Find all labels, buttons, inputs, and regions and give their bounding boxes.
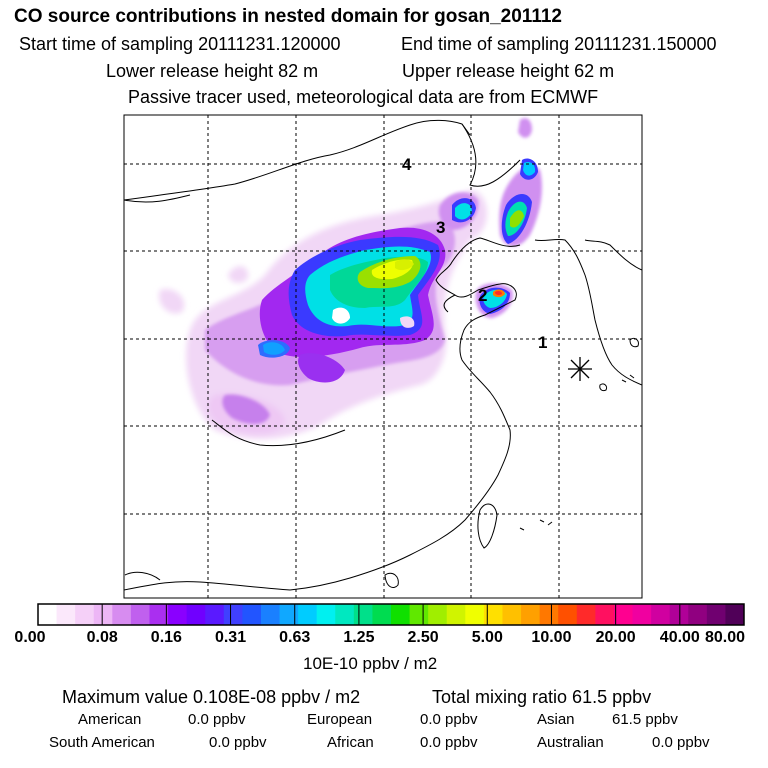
colorbar-swatch bbox=[223, 604, 243, 625]
colorbar-tick-label: 0.08 bbox=[86, 629, 118, 646]
colorbar-swatch bbox=[502, 604, 522, 625]
map-label-2: 2 bbox=[478, 286, 487, 305]
colorbar-swatch bbox=[186, 604, 206, 625]
colorbar-tick-label: 40.00 bbox=[659, 629, 700, 646]
colorbar-swatch bbox=[483, 604, 503, 625]
colorbar-swatch bbox=[372, 604, 392, 625]
upper-release-label: Upper release height 62 m bbox=[402, 61, 615, 81]
colorbar-tick-label: 20.00 bbox=[595, 629, 636, 646]
region-name-american: American bbox=[78, 711, 142, 728]
colorbar-tick-label: 5.00 bbox=[471, 629, 503, 646]
colorbar-swatch bbox=[56, 604, 76, 625]
colorbar-swatch bbox=[168, 604, 188, 625]
colorbar-swatch bbox=[446, 604, 466, 625]
map-label-4: 4 bbox=[402, 155, 412, 174]
colorbar-tick-label: 1.25 bbox=[343, 629, 375, 646]
lat-lon-grid bbox=[124, 115, 642, 598]
region-value-african: 0.0 ppbv bbox=[420, 734, 478, 751]
colorbar-tick-label: 0.16 bbox=[150, 629, 182, 646]
colorbar-tick-label: 80.00 bbox=[704, 629, 746, 646]
total-mixing-ratio-label: Total mixing ratio 61.5 ppbv bbox=[432, 687, 652, 707]
colorbar-swatch bbox=[112, 604, 132, 625]
map-frame bbox=[123, 114, 643, 599]
colorbar bbox=[37, 603, 745, 626]
colorbar-swatch bbox=[353, 604, 373, 625]
colorbar-swatch bbox=[706, 604, 726, 625]
colorbar-tick-label: 0.31 bbox=[214, 629, 247, 646]
region-name-australian: Australian bbox=[537, 734, 604, 751]
region-value-european: 0.0 ppbv bbox=[420, 711, 478, 728]
colorbar-swatch bbox=[539, 604, 559, 625]
colorbar-swatch bbox=[130, 604, 150, 625]
colorbar-swatch bbox=[279, 604, 299, 625]
colorbar-swatch bbox=[465, 604, 485, 625]
tracer-note: Passive tracer used, meteorological data… bbox=[128, 87, 599, 107]
colorbar-swatch bbox=[428, 604, 448, 625]
colorbar-tick-label: 10.00 bbox=[531, 629, 572, 646]
colorbar-swatch bbox=[335, 604, 355, 625]
asterisk-icon bbox=[568, 357, 592, 381]
colorbar-swatch bbox=[688, 604, 708, 625]
colorbar-swatch bbox=[576, 604, 596, 625]
colorbar-swatch bbox=[669, 604, 689, 625]
colorbar-swatch bbox=[242, 604, 262, 625]
region-name-asian: Asian bbox=[537, 711, 575, 728]
region-name-european: European bbox=[307, 711, 373, 728]
colorbar-unit-label: 10E-10 ppbv / m2 bbox=[303, 654, 438, 673]
colorbar-tick-label: 2.50 bbox=[407, 629, 439, 646]
map-label-1: 1 bbox=[538, 333, 547, 352]
colorbar-swatch bbox=[613, 604, 634, 625]
lower-release-label: Lower release height 82 m bbox=[106, 61, 319, 81]
colorbar-swatch bbox=[651, 604, 671, 625]
start-time-label: Start time of sampling 20111231.120000 bbox=[19, 34, 341, 54]
colorbar-swatch bbox=[38, 604, 58, 625]
concentration-plume bbox=[159, 118, 542, 440]
colorbar-swatch bbox=[93, 604, 113, 625]
region-value-australian: 0.0 ppbv bbox=[652, 734, 710, 751]
colorbar-swatch bbox=[75, 604, 95, 625]
colorbar-swatch bbox=[391, 604, 411, 625]
colorbar-swatch bbox=[316, 604, 336, 625]
colorbar-swatch bbox=[409, 604, 429, 625]
colorbar-swatch bbox=[149, 604, 169, 625]
colorbar-frame bbox=[37, 603, 745, 626]
colorbar-swatch bbox=[725, 604, 745, 625]
colorbar-tick-label: 0.63 bbox=[279, 629, 311, 646]
region-value-asian: 61.5 ppbv bbox=[612, 711, 678, 728]
region-value-south-american: 0.0 ppbv bbox=[209, 734, 267, 751]
colorbar-tick-label: 0.00 bbox=[14, 629, 46, 646]
colorbar-swatch bbox=[632, 604, 652, 625]
colorbar-swatch bbox=[298, 604, 318, 625]
region-name-african: African bbox=[327, 734, 374, 751]
colorbar-swatch bbox=[260, 604, 281, 625]
region-name-south-american: South American bbox=[49, 734, 155, 751]
coastlines bbox=[124, 119, 642, 591]
region-value-american: 0.0 ppbv bbox=[188, 711, 246, 728]
map-label-3: 3 bbox=[436, 218, 445, 237]
colorbar-swatch bbox=[521, 604, 541, 625]
colorbar-swatch bbox=[558, 604, 578, 625]
colorbar-swatch bbox=[595, 604, 615, 625]
end-time-label: End time of sampling 20111231.150000 bbox=[401, 34, 717, 54]
page-title: CO source contributions in nested domain… bbox=[14, 6, 562, 27]
colorbar-swatch bbox=[205, 604, 225, 625]
maximum-value-label: Maximum value 0.108E-08 ppbv / m2 bbox=[62, 687, 361, 707]
